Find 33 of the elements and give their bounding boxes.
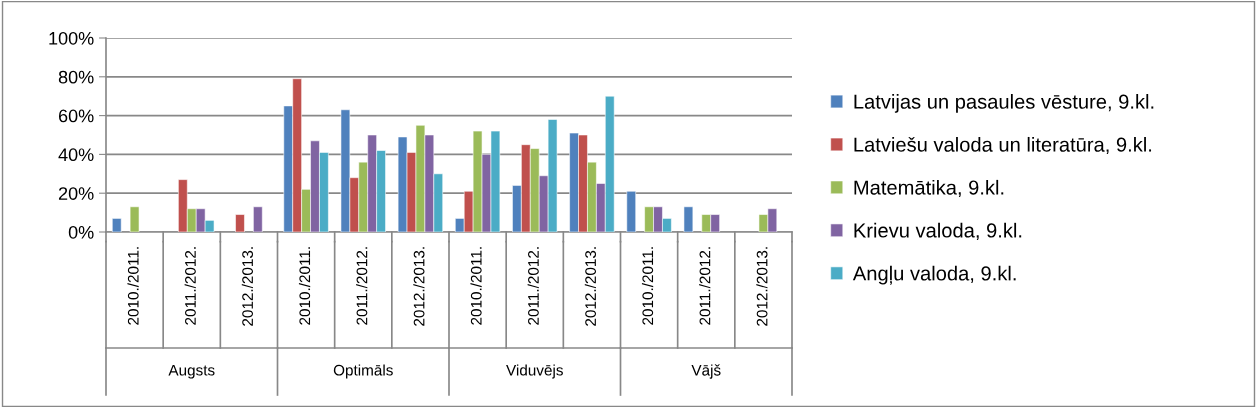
x-tick-label: 2011./2012. (184, 247, 196, 325)
bar (112, 218, 122, 232)
legend-label: Latvijas un pasaules vēsture, 9.kl. (854, 94, 1154, 113)
bar (235, 214, 245, 232)
y-tick-label: 40% (58, 148, 94, 162)
x-tick-label: 2011./2012. (356, 247, 368, 325)
bar (253, 206, 263, 232)
legend-label: Angļu valoda, 9.kl. (852, 265, 1016, 285)
x-tick-label: 2010./2011. (127, 247, 139, 325)
bar (626, 190, 636, 232)
x-tick-label: 2012./2013. (756, 247, 768, 326)
text: Viduvējs (506, 364, 563, 379)
x-tick-label: 2011./2012. (699, 247, 711, 325)
text: Vājš (691, 364, 721, 379)
y-tick-label: 60% (58, 109, 94, 123)
x-tick-label: 2011./2012. (527, 247, 539, 325)
text: Optimāls (333, 364, 393, 379)
x-tick-label: 2012./2013. (584, 247, 597, 326)
x-tick-label: 2012./2013. (241, 247, 254, 326)
legend-label: Latviešu valoda un literatūra, 9.kl. (854, 136, 1152, 155)
bar (129, 206, 140, 232)
text: Augsts (168, 364, 215, 379)
legend-label: Krievu valoda, 9.kl. (854, 222, 1022, 240)
bar (683, 206, 694, 232)
y-tick-label: 100% (49, 31, 94, 45)
x-tick-label: 2012./2013. (413, 247, 425, 326)
x-tick-label: 2010./2011. (641, 247, 654, 325)
x-tick-label: 2010./2011. (298, 247, 311, 325)
y-tick-label: 20% (58, 187, 94, 200)
y-tick-label: 80% (58, 70, 94, 84)
legend-label: Matemātika, 9.kl. (854, 179, 1004, 198)
y-tick-label: 0% (68, 225, 94, 239)
x-tick-label: 2010./2011. (470, 247, 482, 325)
